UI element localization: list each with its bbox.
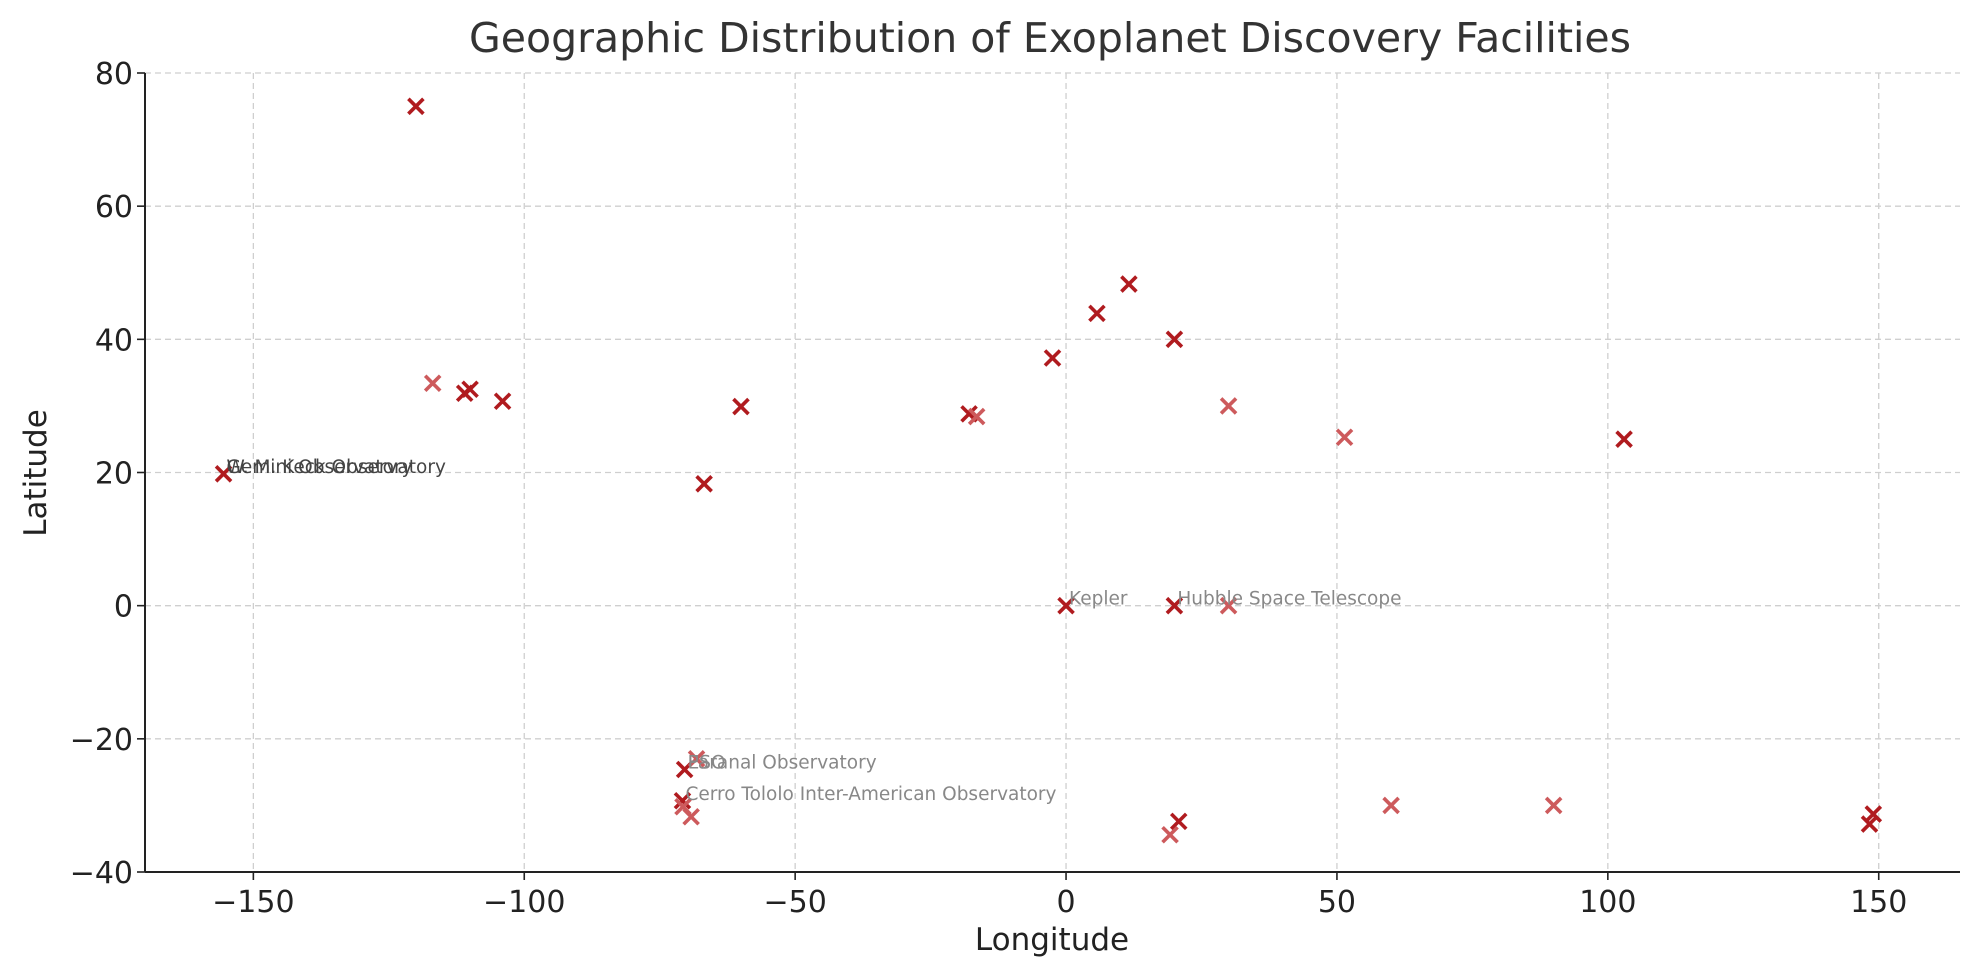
y-tick-label: 60 [95,190,133,225]
data-point-marker [732,397,750,416]
data-point-marker [1544,796,1563,815]
point-annotation: Hubble Space Telescope [1177,589,1401,610]
chart-title: Geographic Distribution of Exoplanet Dis… [469,14,1631,62]
data-point-marker [1120,275,1138,293]
x-tick-label: −150 [212,885,294,920]
data-point-marker [1161,825,1179,844]
data-point-marker [682,807,700,826]
data-points [214,97,1883,844]
x-axis-label: Longitude [975,922,1129,958]
y-tick-label: −40 [70,856,133,891]
y-tick-label: 0 [114,590,133,625]
point-annotation: ESO [688,752,726,773]
data-point-marker [1219,397,1238,415]
data-point-marker [1860,815,1879,833]
grid [145,72,1960,872]
data-point-marker [1057,596,1075,615]
y-tick-label: 80 [95,57,133,92]
data-point-marker [423,374,442,393]
data-point-marker [1219,596,1238,615]
data-point-marker [1169,812,1188,831]
point-annotation: Gemini Observatory [227,457,413,478]
x-tick-label: 150 [1850,885,1907,920]
data-point-marker [673,791,692,810]
point-annotation: Kepler [1069,589,1128,610]
x-ticks: −150 −100 −50 0 50 100 150 [212,872,1907,920]
y-ticks: −40 −20 0 20 40 60 80 [70,57,145,891]
data-point-marker [687,750,706,768]
point-annotation: Cerro Tololo Inter-American Observatory [685,784,1056,805]
y-tick-label: 40 [95,323,133,358]
data-point-marker [1382,796,1400,815]
x-tick-label: −50 [763,885,826,920]
y-tick-label: 20 [95,457,133,492]
x-tick-label: −100 [483,885,565,920]
data-point-marker [461,380,479,399]
data-point-marker [214,465,233,483]
data-point-marker [1615,430,1633,448]
x-tick-label: 100 [1579,885,1636,920]
data-point-marker [493,392,512,411]
data-point-marker [1864,805,1883,823]
data-point-marker [1335,428,1354,446]
data-point-marker [967,407,986,426]
data-point-marker [1043,349,1062,367]
data-point-marker [695,475,713,493]
point-annotation: W. M. Keck Observatory [227,457,446,478]
data-point-marker [1165,330,1184,349]
y-tick-label: −20 [70,723,133,758]
y-axis-label: Latitude [18,409,54,537]
x-tick-label: 0 [1056,885,1075,920]
x-tick-label: 50 [1318,885,1356,920]
point-annotation: Paranal Observatory [688,752,877,773]
data-point-marker [407,97,425,116]
data-point-marker [1088,304,1106,323]
data-point-marker [1165,596,1184,615]
